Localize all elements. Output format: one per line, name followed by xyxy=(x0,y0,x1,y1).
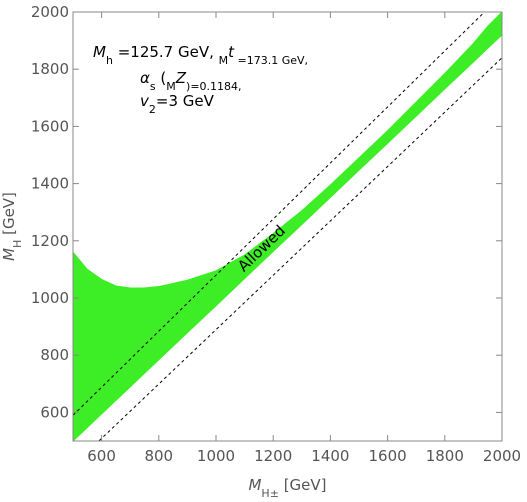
y-tick-label: 800 xyxy=(40,346,69,364)
y-axis-label: MH [GeV] xyxy=(0,192,24,261)
annotation: αs (MZ)=0.1184, xyxy=(140,69,242,93)
subscript: 2 xyxy=(149,103,156,116)
subscript: s xyxy=(150,80,156,93)
frame xyxy=(72,11,503,442)
x-tick-label: 2000 xyxy=(483,447,521,465)
text-part: ( xyxy=(156,69,167,87)
subscript: H xyxy=(11,240,24,248)
annotation: Mh =125.7 GeV, Mt =173.1 GeV, xyxy=(93,43,308,67)
x-tick-label: 1000 xyxy=(197,447,235,465)
x-axis-label: MH± [GeV] xyxy=(248,476,326,498)
x-tick-label: 1200 xyxy=(254,447,292,465)
text-part: α xyxy=(140,69,150,87)
y-tick-label: 1800 xyxy=(31,60,69,78)
x-tick-label: 1400 xyxy=(311,447,349,465)
subscript: M xyxy=(166,80,176,93)
text-part: [GeV] xyxy=(0,192,18,240)
x-tick-label: 1600 xyxy=(369,447,407,465)
band-edge xyxy=(73,34,502,441)
x-tick-label: 1800 xyxy=(426,447,464,465)
subscript: M xyxy=(219,54,229,67)
text-part: M xyxy=(248,476,261,494)
text-part: =3 GeV xyxy=(156,92,215,110)
y-tick-label: 1200 xyxy=(31,232,69,250)
y-tick-label: 1600 xyxy=(31,117,69,135)
text-part: v xyxy=(140,92,150,110)
subscript: =173.1 GeV, xyxy=(234,54,308,67)
y-tick-label: 1000 xyxy=(31,289,69,307)
text-part: Z xyxy=(175,69,187,87)
band-edge xyxy=(73,12,502,289)
y-tick-label: 2000 xyxy=(31,3,69,21)
text-part: M xyxy=(0,248,18,261)
text-part: =125.7 GeV, xyxy=(113,43,219,61)
y-tick-label: 600 xyxy=(40,403,69,421)
subscript: h xyxy=(106,54,113,67)
x-tick-label: 800 xyxy=(144,447,173,465)
subscript: H± xyxy=(261,487,279,499)
text-part: [GeV] xyxy=(279,476,327,494)
band-label: Allowed xyxy=(234,222,289,276)
dashed-bound xyxy=(73,12,486,416)
y-tick-label: 1400 xyxy=(31,175,69,193)
text-part: M xyxy=(93,43,106,61)
x-tick-label: 600 xyxy=(87,447,116,465)
subscript: )=0.1184, xyxy=(186,80,242,93)
annotation: v2=3 GeV xyxy=(140,92,215,116)
plot-area xyxy=(73,12,502,441)
allowed-band xyxy=(73,12,502,441)
dashed-bound xyxy=(98,57,502,441)
text-part: t xyxy=(228,43,235,61)
